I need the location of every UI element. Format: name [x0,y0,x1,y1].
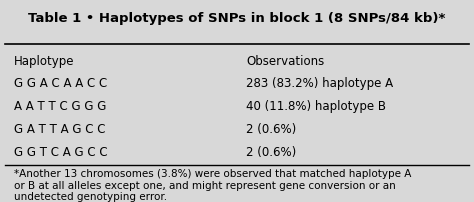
Text: 283 (83.2%) haplotype A: 283 (83.2%) haplotype A [246,77,393,90]
Text: Observations: Observations [246,56,325,68]
Text: Table 1 • Haplotypes of SNPs in block 1 (8 SNPs/84 kb)*: Table 1 • Haplotypes of SNPs in block 1 … [28,12,446,25]
Text: G A T T A G C C: G A T T A G C C [14,123,106,136]
Text: G G A C A A C C: G G A C A A C C [14,77,107,90]
Text: 40 (11.8%) haplotype B: 40 (11.8%) haplotype B [246,100,386,113]
Text: 2 (0.6%): 2 (0.6%) [246,145,297,159]
Text: A A T T C G G G: A A T T C G G G [14,100,106,113]
Text: 2 (0.6%): 2 (0.6%) [246,123,297,136]
Text: Haplotype: Haplotype [14,56,74,68]
Text: G G T C A G C C: G G T C A G C C [14,145,108,159]
Text: *Another 13 chromosomes (3.8%) were observed that matched haplotype A
or B at al: *Another 13 chromosomes (3.8%) were obse… [14,169,411,202]
